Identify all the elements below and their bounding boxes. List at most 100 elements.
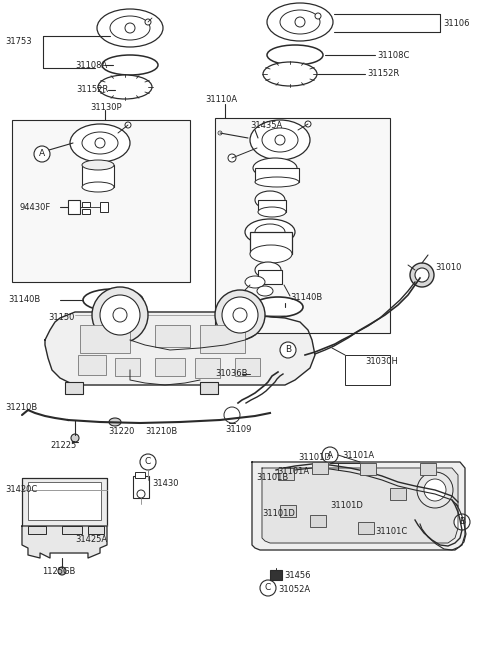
Bar [62,526,82,534]
Ellipse shape [110,16,150,40]
Ellipse shape [262,128,298,152]
Polygon shape [252,462,465,550]
Text: B: B [285,345,291,354]
Circle shape [322,447,338,463]
Text: 31220: 31220 [108,428,134,437]
Circle shape [417,472,453,508]
Circle shape [256,136,260,140]
Text: 31430: 31430 [152,480,179,489]
Ellipse shape [255,224,285,240]
Ellipse shape [70,124,130,162]
Text: 31130P: 31130P [90,102,121,111]
Text: 1125GB: 1125GB [42,568,75,577]
Circle shape [275,135,285,145]
Text: 31052A: 31052A [278,586,310,594]
Text: 31140B: 31140B [8,295,40,305]
Bar [88,526,104,534]
Text: 31106: 31106 [443,19,469,27]
Circle shape [454,514,470,530]
Text: 31210B: 31210B [145,428,177,437]
Text: 31456: 31456 [284,570,311,579]
Circle shape [260,580,276,596]
Circle shape [58,567,66,575]
Polygon shape [262,468,458,543]
Text: 31210B: 31210B [5,404,37,413]
Text: B: B [459,518,465,526]
Text: 31101D: 31101D [330,500,363,509]
Bar [258,270,282,284]
Text: 31435A: 31435A [250,121,282,130]
Text: 31101A: 31101A [277,467,309,476]
Ellipse shape [83,289,143,311]
Text: 31101C: 31101C [375,527,407,537]
Circle shape [424,479,446,501]
Circle shape [315,13,321,19]
Text: 31152R: 31152R [76,86,108,95]
Circle shape [218,131,222,135]
Text: 31152R: 31152R [367,69,399,78]
Bar [68,200,80,214]
Ellipse shape [245,276,265,288]
Polygon shape [22,526,107,558]
Bar [358,522,374,534]
Ellipse shape [253,297,303,317]
Bar [65,382,83,394]
Text: 31030H: 31030H [365,358,398,367]
Ellipse shape [109,418,121,426]
Circle shape [415,268,429,282]
Text: 31150: 31150 [48,314,74,323]
Text: 31109: 31109 [225,426,252,435]
Ellipse shape [258,207,286,217]
Circle shape [34,146,50,162]
Bar [155,358,185,376]
Ellipse shape [82,132,118,154]
Bar [82,209,90,214]
Text: 31753: 31753 [5,38,32,47]
Ellipse shape [257,286,273,296]
Bar [100,202,108,212]
Circle shape [228,154,236,162]
Text: 31425A: 31425A [75,535,107,544]
Ellipse shape [98,75,152,99]
Text: 31420C: 31420C [5,485,37,494]
Circle shape [125,122,131,128]
Bar [135,472,145,478]
Ellipse shape [82,160,114,170]
Text: 31108C: 31108C [377,51,409,60]
Ellipse shape [280,10,320,34]
Bar [115,358,140,376]
Ellipse shape [250,120,310,160]
Circle shape [113,308,127,322]
Circle shape [224,407,240,423]
Text: C: C [145,457,151,467]
Circle shape [137,490,145,498]
Bar [195,358,220,378]
Text: A: A [327,450,333,459]
Bar [80,325,130,353]
Text: 31101D: 31101D [262,509,295,518]
Bar [255,168,299,182]
Circle shape [410,263,434,287]
Text: 31108A: 31108A [75,60,107,69]
Bar [28,482,101,520]
Ellipse shape [255,191,285,209]
Circle shape [71,434,79,442]
Text: 31036B: 31036B [215,369,248,378]
Circle shape [233,308,247,322]
Bar [28,526,46,534]
Bar [312,462,328,474]
Circle shape [92,287,148,343]
Bar [258,200,286,212]
Circle shape [280,342,296,358]
Bar [310,515,326,527]
Ellipse shape [102,55,158,75]
Ellipse shape [267,3,333,41]
Bar [250,232,292,254]
Circle shape [140,454,156,470]
Polygon shape [45,312,315,385]
Text: 31101D: 31101D [298,454,331,463]
Ellipse shape [255,262,281,278]
Bar [278,468,294,480]
Circle shape [100,295,140,335]
Bar [280,505,296,517]
